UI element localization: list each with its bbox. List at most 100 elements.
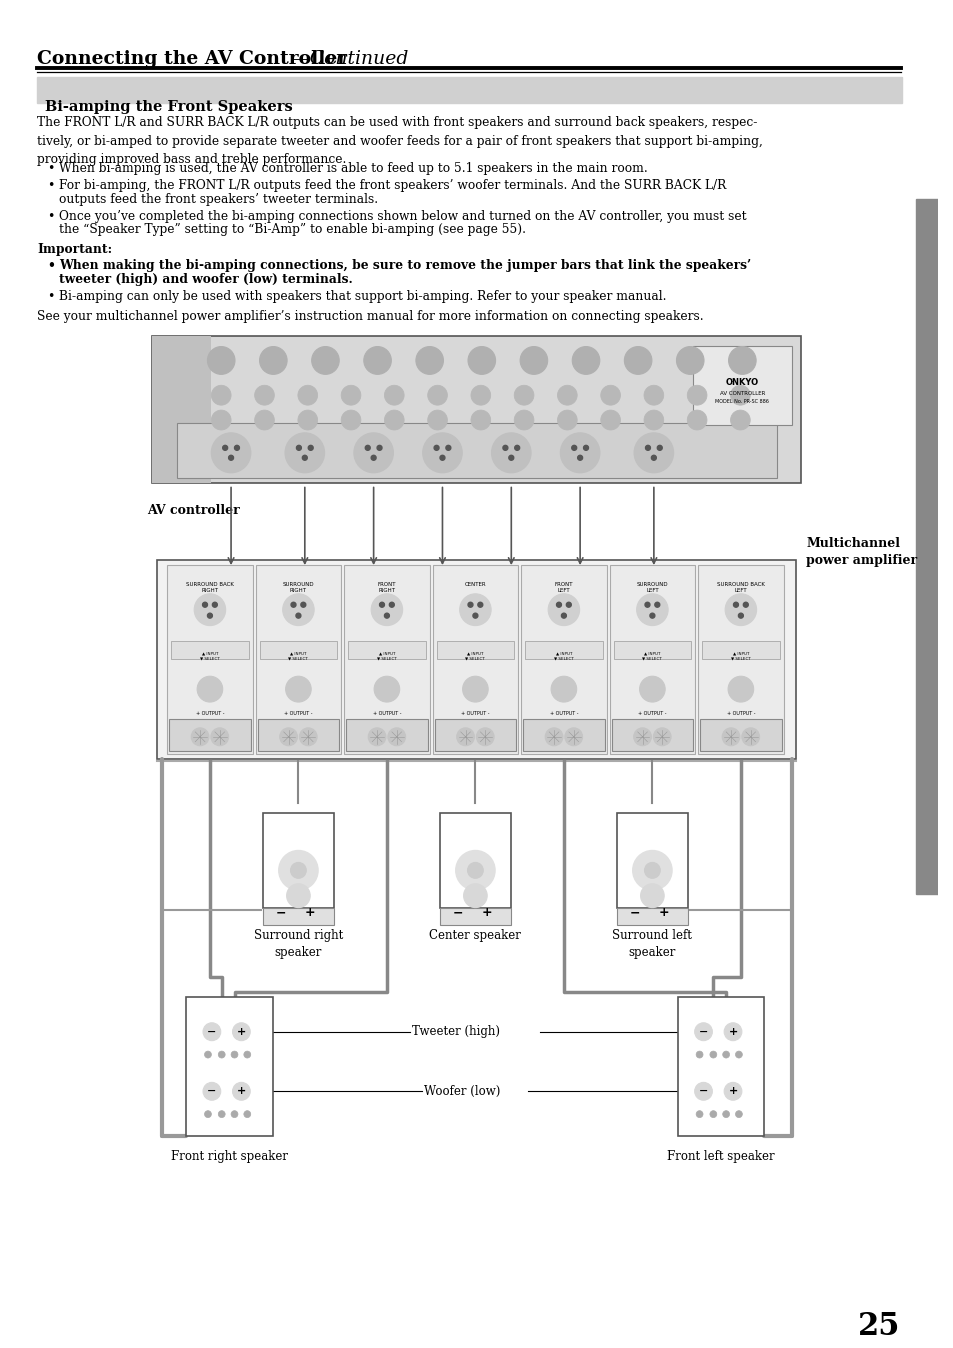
Circle shape bbox=[735, 1051, 741, 1058]
Circle shape bbox=[709, 1111, 716, 1117]
Text: ▲ INPUT
▼ SELECT: ▲ INPUT ▼ SELECT bbox=[465, 651, 485, 661]
Bar bbox=[263, 813, 334, 907]
Circle shape bbox=[462, 677, 488, 702]
Text: + OUTPUT -: + OUTPUT - bbox=[549, 710, 578, 716]
Circle shape bbox=[389, 603, 394, 607]
Bar bbox=[257, 718, 339, 751]
Circle shape bbox=[297, 386, 317, 406]
Text: + OUTPUT -: + OUTPUT - bbox=[726, 710, 755, 716]
Bar bbox=[617, 813, 687, 907]
Text: + OUTPUT -: + OUTPUT - bbox=[638, 710, 666, 716]
Text: Front left speaker: Front left speaker bbox=[667, 1150, 774, 1163]
Circle shape bbox=[686, 410, 706, 430]
Circle shape bbox=[422, 433, 461, 473]
Circle shape bbox=[295, 613, 300, 619]
Text: ▲ INPUT
▼ SELECT: ▲ INPUT ▼ SELECT bbox=[288, 651, 308, 661]
Circle shape bbox=[502, 445, 507, 450]
Circle shape bbox=[694, 1082, 712, 1100]
Text: ▲ INPUT
▼ SELECT: ▲ INPUT ▼ SELECT bbox=[554, 651, 574, 661]
Circle shape bbox=[645, 445, 650, 450]
Circle shape bbox=[207, 613, 213, 619]
Text: ▲ INPUT
▼ SELECT: ▲ INPUT ▼ SELECT bbox=[641, 651, 661, 661]
Circle shape bbox=[643, 386, 663, 406]
Circle shape bbox=[654, 603, 659, 607]
Circle shape bbox=[374, 677, 399, 702]
Bar bbox=[167, 565, 253, 754]
Circle shape bbox=[519, 346, 547, 375]
Circle shape bbox=[696, 1051, 702, 1058]
Circle shape bbox=[312, 346, 339, 375]
Text: •: • bbox=[47, 259, 55, 272]
Circle shape bbox=[231, 1111, 237, 1117]
Circle shape bbox=[244, 1111, 251, 1117]
Bar bbox=[435, 718, 516, 751]
Circle shape bbox=[379, 603, 384, 607]
Circle shape bbox=[566, 603, 571, 607]
Bar bbox=[259, 642, 337, 659]
Text: outputs feed the front speakers’ tweeter terminals.: outputs feed the front speakers’ tweeter… bbox=[59, 193, 377, 206]
Bar bbox=[522, 718, 604, 751]
Text: + OUTPUT -: + OUTPUT - bbox=[284, 710, 313, 716]
Circle shape bbox=[515, 445, 519, 450]
Circle shape bbox=[233, 1023, 250, 1041]
Circle shape bbox=[578, 456, 582, 460]
Circle shape bbox=[204, 1051, 212, 1058]
Text: ONKYO: ONKYO bbox=[725, 379, 759, 387]
Text: ▲ INPUT
▼ SELECT: ▲ INPUT ▼ SELECT bbox=[730, 651, 750, 661]
Text: FRONT
RIGHT: FRONT RIGHT bbox=[377, 582, 395, 593]
Bar bbox=[37, 77, 901, 104]
Circle shape bbox=[572, 346, 599, 375]
Circle shape bbox=[723, 1023, 741, 1041]
Circle shape bbox=[735, 1111, 741, 1117]
Circle shape bbox=[556, 603, 561, 607]
Text: When making the bi-amping connections, be sure to remove the jumper bars that li: When making the bi-amping connections, b… bbox=[59, 259, 750, 272]
Circle shape bbox=[639, 884, 663, 907]
Circle shape bbox=[476, 728, 494, 745]
Bar bbox=[169, 718, 251, 751]
Circle shape bbox=[203, 1082, 220, 1100]
Circle shape bbox=[308, 445, 313, 450]
Text: −: − bbox=[207, 1086, 216, 1096]
Text: Connecting the AV Controller: Connecting the AV Controller bbox=[37, 50, 347, 67]
Circle shape bbox=[694, 1023, 712, 1041]
Circle shape bbox=[724, 594, 756, 625]
Bar bbox=[700, 718, 781, 751]
Bar bbox=[698, 565, 782, 754]
Text: Surround right
speaker: Surround right speaker bbox=[253, 929, 343, 960]
Circle shape bbox=[709, 1051, 716, 1058]
Bar bbox=[348, 642, 425, 659]
Text: SURROUND BACK
LEFT: SURROUND BACK LEFT bbox=[717, 582, 764, 593]
Text: Front right speaker: Front right speaker bbox=[171, 1150, 288, 1163]
Circle shape bbox=[297, 410, 317, 430]
Circle shape bbox=[254, 410, 274, 430]
Bar bbox=[152, 336, 801, 483]
Circle shape bbox=[234, 445, 239, 450]
Circle shape bbox=[229, 456, 233, 460]
Circle shape bbox=[371, 594, 402, 625]
Circle shape bbox=[741, 728, 759, 745]
Circle shape bbox=[445, 445, 451, 450]
Circle shape bbox=[557, 410, 577, 430]
Text: +: + bbox=[728, 1086, 737, 1096]
Bar bbox=[678, 998, 763, 1136]
Circle shape bbox=[354, 433, 393, 473]
Circle shape bbox=[456, 728, 474, 745]
Circle shape bbox=[384, 386, 404, 406]
Circle shape bbox=[434, 445, 438, 450]
Circle shape bbox=[651, 456, 656, 460]
Circle shape bbox=[514, 386, 534, 406]
Bar bbox=[171, 642, 249, 659]
Bar bbox=[157, 559, 796, 759]
Text: The FRONT L/R and SURR BACK L/R outputs can be used with front speakers and surr: The FRONT L/R and SURR BACK L/R outputs … bbox=[37, 116, 762, 166]
Circle shape bbox=[371, 456, 375, 460]
Circle shape bbox=[278, 851, 317, 890]
Circle shape bbox=[203, 1023, 220, 1041]
Circle shape bbox=[212, 433, 251, 473]
Circle shape bbox=[202, 603, 207, 607]
Circle shape bbox=[571, 445, 576, 450]
Bar bbox=[609, 565, 695, 754]
Circle shape bbox=[742, 603, 747, 607]
Text: the “Speaker Type” setting to “Bi-Amp” to enable bi-amping (see page 55).: the “Speaker Type” setting to “Bi-Amp” t… bbox=[59, 224, 525, 236]
Text: +: + bbox=[236, 1086, 246, 1096]
Circle shape bbox=[730, 386, 749, 406]
